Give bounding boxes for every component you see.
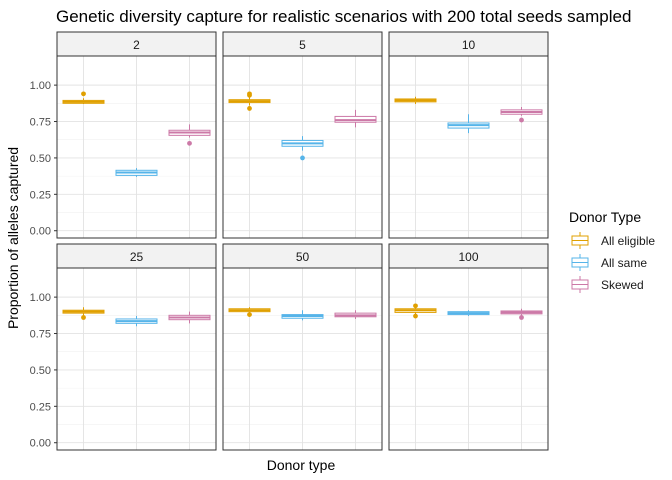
facet-panels: 2 0.00 0.25 0.50 0.75 1.00 5 10 25 0.00 0.25 0.50 0.… — [30, 31, 549, 451]
facet-strip-label: 10 — [462, 38, 476, 52]
y-tick-label: 0.50 — [30, 153, 51, 165]
outlier-point — [81, 315, 86, 320]
outlier-point — [247, 312, 252, 317]
box-all-same — [281, 136, 324, 161]
y-axis-label: Proportion of alleles captured — [5, 147, 21, 329]
y-tick-label: 0.25 — [30, 189, 51, 201]
box-all-eligible — [394, 303, 437, 319]
legend: Donor Type All eligible All same Skewed — [569, 209, 655, 293]
facet-panel-2: 2 0.00 0.25 0.50 0.75 1.00 — [30, 31, 217, 239]
legend-label: All same — [601, 256, 647, 270]
outlier-point — [247, 91, 252, 97]
facet-panel-10: 10 — [388, 31, 549, 239]
panel-border — [388, 267, 549, 451]
y-tick-label: 0.50 — [30, 365, 51, 377]
outlier-point — [519, 117, 524, 123]
outlier-point — [247, 106, 252, 111]
outlier-point — [413, 313, 418, 319]
legend-title: Donor Type — [569, 209, 641, 225]
box-all-same — [281, 310, 324, 321]
y-tick-label: 0.00 — [30, 438, 51, 450]
y-tick-label: 0.00 — [30, 226, 51, 238]
y-tick-label: 0.75 — [30, 117, 51, 129]
facet-strip — [222, 31, 383, 57]
facet-strip-label: 50 — [296, 250, 310, 264]
box-skewed — [168, 311, 211, 324]
box-skewed — [334, 109, 377, 128]
facet-strip-label: 5 — [299, 38, 306, 52]
x-axis-label: Donor type — [267, 457, 336, 473]
y-tick-label: 0.25 — [30, 401, 51, 413]
panel-border — [222, 55, 383, 239]
box-all-same — [447, 114, 490, 134]
box-skewed — [334, 310, 377, 319]
panel-border — [56, 267, 217, 451]
outlier-point — [300, 155, 305, 161]
box-all-same — [115, 168, 158, 177]
outlier-point — [81, 91, 86, 97]
box-all-same — [447, 310, 490, 317]
facet-strip-label: 100 — [458, 250, 478, 264]
box-all-eligible — [62, 91, 105, 105]
chart-title: Genetic diversity capture for realistic … — [56, 7, 631, 26]
facet-panel-5: 5 — [222, 31, 383, 239]
box-all-eligible — [62, 307, 105, 320]
facet-panel-25: 25 0.00 0.25 0.50 0.75 1.00 — [30, 243, 217, 451]
y-tick-label: 0.75 — [30, 329, 51, 341]
legend-item-all-eligible: All eligible — [571, 232, 655, 249]
panel-border — [56, 55, 217, 239]
box-all-same — [115, 316, 158, 327]
facet-strip — [222, 243, 383, 269]
legend-item-skewed: Skewed — [571, 276, 644, 293]
legend-item-all-same: All same — [571, 254, 647, 271]
box-all-eligible — [228, 307, 271, 317]
facet-strip-label: 25 — [130, 250, 144, 264]
facet-strip — [56, 31, 217, 57]
box-all-eligible — [228, 91, 271, 111]
outlier-point — [519, 315, 524, 320]
panel-border — [388, 55, 549, 239]
panel-border — [222, 267, 383, 451]
facet-panel-50: 50 — [222, 243, 383, 451]
y-tick-label: 1.00 — [30, 292, 51, 304]
box-all-eligible — [394, 96, 437, 105]
box-skewed — [500, 308, 543, 320]
outlier-point — [187, 140, 192, 146]
legend-label: Skewed — [601, 278, 644, 292]
box-skewed — [168, 124, 211, 146]
y-tick-label: 1.00 — [30, 80, 51, 92]
facet-strip-label: 2 — [133, 38, 140, 52]
outlier-point — [413, 303, 418, 309]
box-skewed — [500, 106, 543, 123]
facet-panel-100: 100 — [388, 243, 549, 451]
facet-strip — [388, 31, 549, 57]
facet-strip — [56, 243, 217, 269]
legend-label: All eligible — [601, 234, 655, 248]
